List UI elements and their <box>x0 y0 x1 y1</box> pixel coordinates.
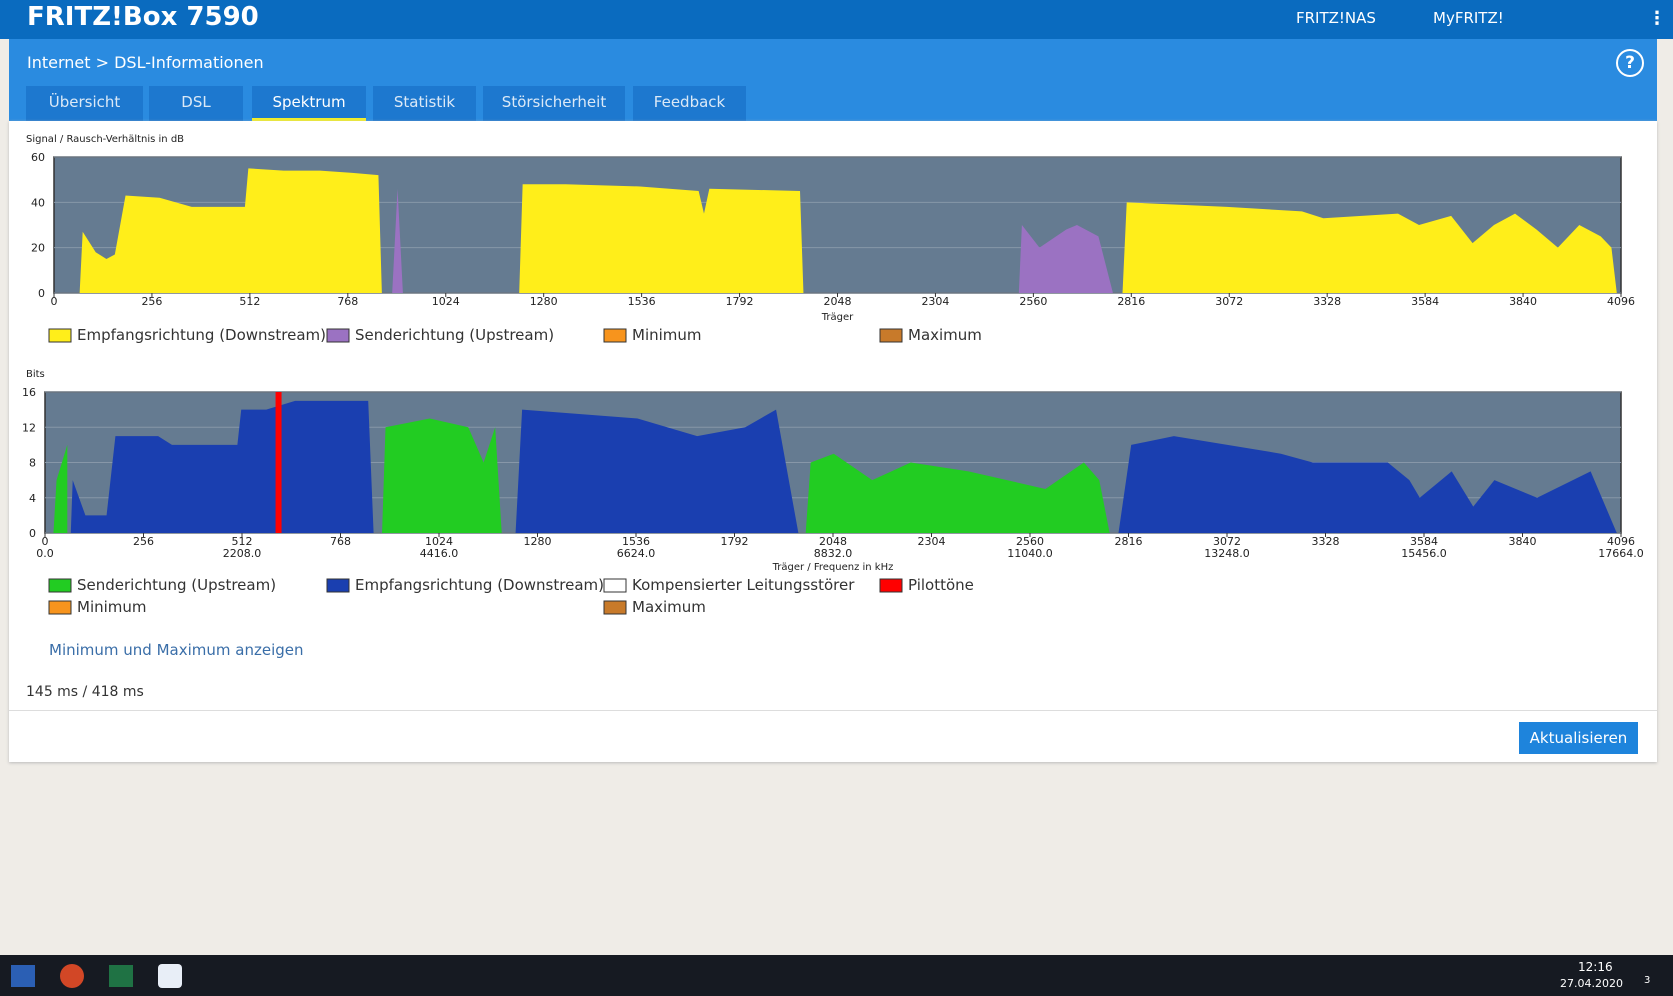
help-button[interactable]: ? <box>1616 49 1644 77</box>
product-title: FRITZ!Box 7590 <box>27 2 259 32</box>
excel-icon[interactable] <box>109 965 133 987</box>
tab[interactable]: Feedback <box>633 86 746 121</box>
taskbar: 12:16 27.04.2020 3 <box>0 955 1673 996</box>
tab[interactable]: Statistik <box>373 86 476 121</box>
tab[interactable]: DSL <box>149 86 243 121</box>
tab[interactable]: Übersicht <box>26 86 143 121</box>
notification-badge: 3 <box>1644 975 1651 986</box>
app-icon[interactable] <box>158 964 182 988</box>
content-card: Minimum und Maximum anzeigen 145 ms / 41… <box>9 121 1657 762</box>
nav-link[interactable]: FRITZ!NAS <box>1296 9 1376 27</box>
clock-time: 12:16 <box>1578 960 1613 974</box>
toggle-link[interactable]: Minimum und Maximum anzeigen <box>49 641 304 659</box>
refresh-button[interactable]: Aktualisieren <box>1519 722 1638 754</box>
breadcrumb: Internet > DSL-Informationen <box>27 53 264 72</box>
word-icon[interactable] <box>11 965 35 987</box>
powerpoint-icon[interactable] <box>60 964 84 988</box>
crumb[interactable]: Internet <box>27 53 91 72</box>
timing: 145 ms / 418 ms <box>26 684 144 700</box>
divider <box>9 710 1657 711</box>
clock-date: 27.04.2020 <box>1560 977 1623 990</box>
sub-bar: Internet > DSL-Informationen ? Übersicht… <box>9 39 1657 121</box>
nav-link[interactable]: MyFRITZ! <box>1433 9 1504 27</box>
top-bar: FRITZ!Box 7590 FRITZ!NAS MyFRITZ! ⋮ <box>0 0 1673 39</box>
crumb: DSL-Informationen <box>114 53 264 72</box>
tab[interactable]: Störsicherheit <box>483 86 625 121</box>
tab[interactable]: Spektrum <box>252 86 366 121</box>
menu-dots[interactable]: ⋮ <box>1648 8 1666 29</box>
